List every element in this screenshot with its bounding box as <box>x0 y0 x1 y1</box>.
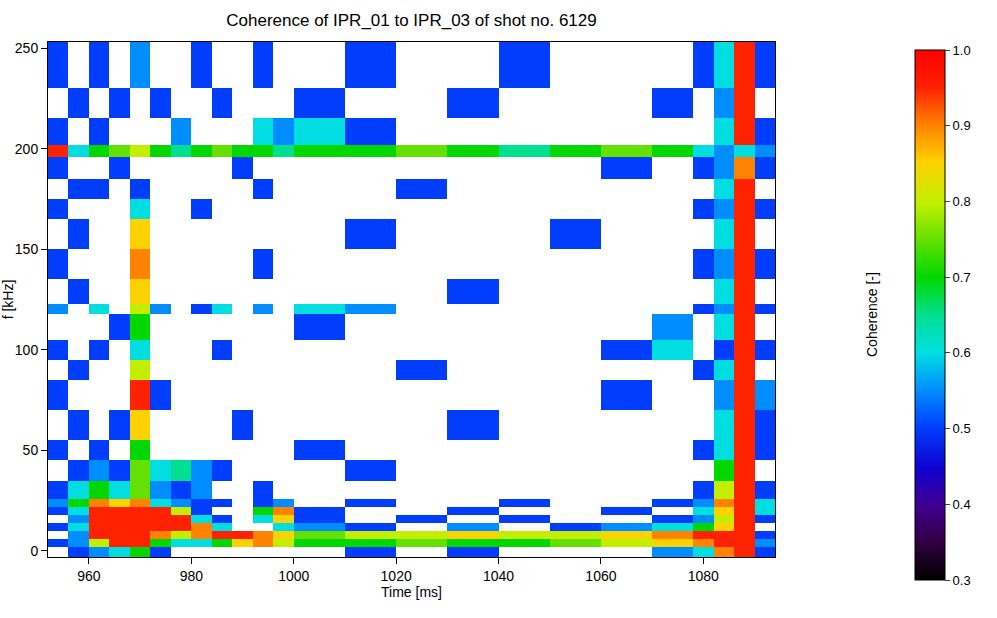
svg-text:960: 960 <box>77 568 101 584</box>
svg-text:1020: 1020 <box>381 568 412 584</box>
svg-text:0.7: 0.7 <box>953 270 971 285</box>
svg-text:1040: 1040 <box>483 568 514 584</box>
svg-text:50: 50 <box>23 442 39 458</box>
svg-text:0.8: 0.8 <box>953 194 971 209</box>
svg-text:Coherence of IPR_01 to IPR_03: Coherence of IPR_01 to IPR_03 of shot no… <box>226 11 596 30</box>
svg-text:150: 150 <box>15 241 39 257</box>
svg-text:0.4: 0.4 <box>953 497 971 512</box>
svg-text:0.3: 0.3 <box>953 573 971 588</box>
svg-text:0: 0 <box>30 543 38 559</box>
svg-text:Time [ms]: Time [ms] <box>381 584 442 600</box>
svg-text:980: 980 <box>180 568 204 584</box>
svg-text:Coherence [-]: Coherence [-] <box>864 272 880 357</box>
svg-text:200: 200 <box>15 141 39 157</box>
svg-text:0.6: 0.6 <box>953 345 971 360</box>
svg-text:1080: 1080 <box>688 568 719 584</box>
svg-text:0.5: 0.5 <box>953 421 971 436</box>
svg-text:100: 100 <box>15 342 39 358</box>
svg-text:0.9: 0.9 <box>953 118 971 133</box>
svg-text:1.0: 1.0 <box>953 43 971 58</box>
svg-text:f [kHz]: f [kHz] <box>0 280 16 320</box>
svg-text:1000: 1000 <box>278 568 309 584</box>
svg-text:250: 250 <box>15 40 39 56</box>
svg-text:1060: 1060 <box>585 568 616 584</box>
